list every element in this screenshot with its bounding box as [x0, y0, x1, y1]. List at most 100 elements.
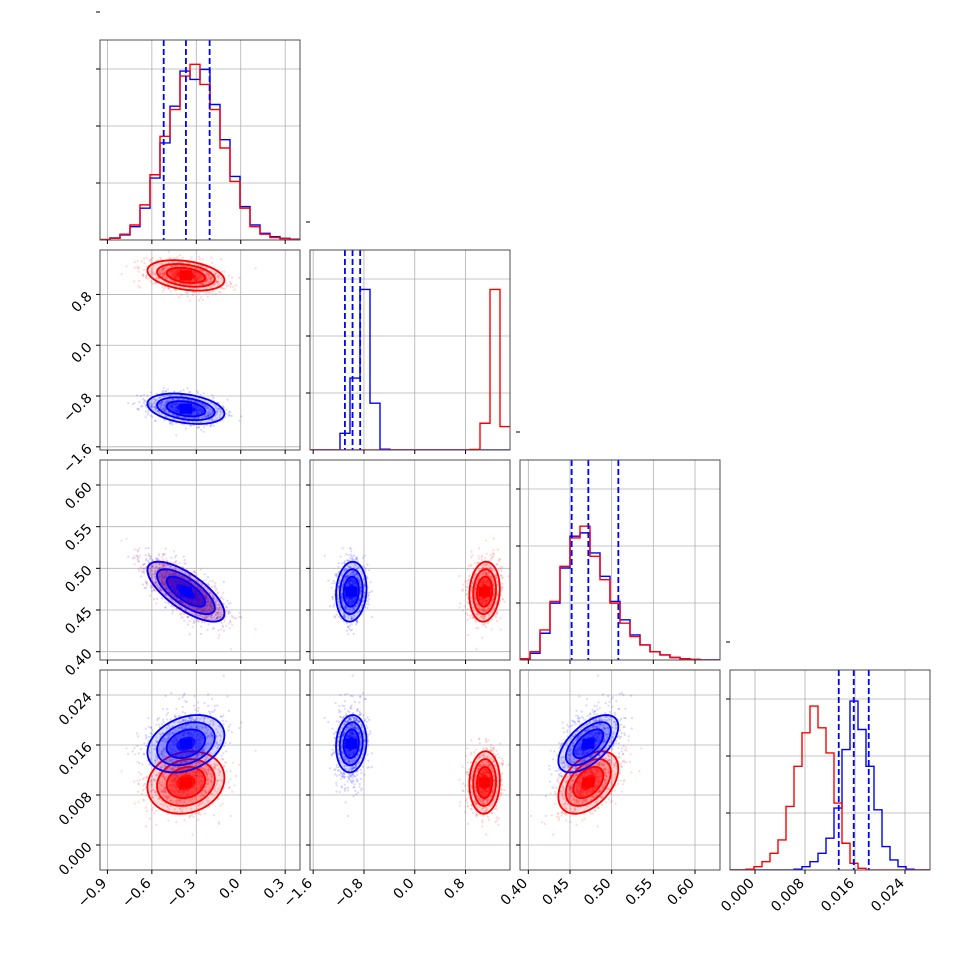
sample-point	[193, 400, 196, 403]
sample-point	[148, 567, 151, 570]
sample-point	[335, 572, 338, 575]
sample-point	[167, 250, 170, 253]
sample-point	[159, 589, 162, 592]
sample-point	[144, 547, 147, 550]
sample-point	[168, 257, 171, 260]
sample-point	[167, 411, 170, 414]
sample-point	[496, 580, 499, 584]
sample-point	[194, 416, 197, 419]
sample-point	[160, 576, 163, 579]
sample-point	[137, 285, 140, 288]
sample-point	[212, 616, 215, 619]
sample-point	[164, 584, 167, 587]
sample-point	[217, 280, 220, 283]
sample-point	[216, 282, 220, 285]
sample-point	[475, 604, 478, 607]
sample-point	[203, 607, 206, 610]
sample-point	[154, 575, 157, 578]
sample-point	[197, 580, 200, 583]
sample-point	[160, 401, 163, 404]
sample-point	[149, 402, 152, 405]
sample-point	[330, 586, 333, 589]
sample-point	[208, 599, 211, 602]
sample-point	[207, 291, 210, 294]
sample-point	[160, 575, 163, 578]
sample-point	[209, 609, 212, 612]
sample-point	[216, 616, 219, 620]
sample-point	[219, 611, 222, 614]
sample-point	[165, 563, 168, 566]
sample-point	[201, 609, 204, 612]
sample-point	[208, 609, 211, 612]
sample-point	[216, 607, 219, 610]
sample-point	[162, 389, 165, 392]
sample-point	[477, 613, 480, 616]
sample-point	[156, 557, 159, 560]
sample-point	[173, 390, 176, 393]
sample-point	[474, 584, 477, 587]
histogram-step	[310, 288, 510, 450]
sample-point	[209, 604, 212, 607]
sample-point	[206, 600, 209, 604]
sample-point	[151, 271, 154, 274]
sample-point	[485, 572, 488, 575]
sample-point	[192, 606, 195, 609]
sample-point	[475, 613, 479, 616]
y-tick-label: 0.0	[69, 340, 96, 367]
sample-point	[479, 574, 482, 577]
sample-point	[357, 601, 360, 604]
sample-point	[214, 582, 217, 585]
sample-point	[470, 550, 473, 553]
sample-point	[208, 291, 212, 294]
sample-point	[501, 586, 504, 589]
sample-point	[238, 419, 241, 422]
sample-point	[155, 562, 158, 565]
sample-point	[188, 283, 191, 286]
sample-point	[165, 587, 168, 591]
sample-point	[161, 272, 164, 275]
sample-point	[174, 572, 177, 575]
sample-point	[355, 619, 359, 622]
sample-point	[167, 602, 170, 605]
sample-point	[150, 405, 153, 409]
sample-point	[159, 396, 162, 399]
sample-point	[190, 417, 194, 420]
sample-point	[144, 276, 148, 279]
sample-point	[187, 579, 190, 582]
sample-point	[207, 414, 210, 417]
sample-point	[160, 581, 163, 585]
sample-point	[157, 563, 161, 566]
sample-point	[209, 425, 212, 428]
panel-frame	[99, 459, 301, 661]
sample-point	[357, 579, 360, 582]
sample-point	[143, 562, 146, 566]
sample-point	[323, 554, 326, 557]
y-tick-label: −0.8	[60, 390, 95, 425]
sample-point	[155, 407, 158, 410]
sample-point	[155, 602, 158, 605]
sample-point	[192, 621, 195, 625]
sample-point	[153, 271, 156, 274]
y-tick-label: 0.55	[62, 521, 95, 554]
sample-point	[181, 601, 184, 604]
sample-point	[167, 288, 170, 291]
sample-point	[201, 269, 204, 272]
sample-point	[230, 282, 233, 285]
sample-point	[173, 280, 176, 284]
sample-point	[226, 599, 229, 602]
sample-point	[195, 613, 198, 616]
sample-point	[137, 556, 141, 559]
sample-point	[217, 615, 220, 619]
sample-point	[475, 582, 478, 585]
sample-point	[222, 406, 225, 409]
sample-point	[220, 621, 223, 625]
sample-point	[143, 261, 146, 265]
sample-point	[150, 269, 153, 272]
sample-point	[217, 283, 220, 286]
sample-point	[142, 563, 145, 566]
sample-point	[136, 259, 139, 263]
sample-point	[158, 271, 161, 274]
sample-point	[148, 555, 151, 558]
sample-point	[474, 593, 477, 596]
sample-point	[171, 573, 174, 576]
